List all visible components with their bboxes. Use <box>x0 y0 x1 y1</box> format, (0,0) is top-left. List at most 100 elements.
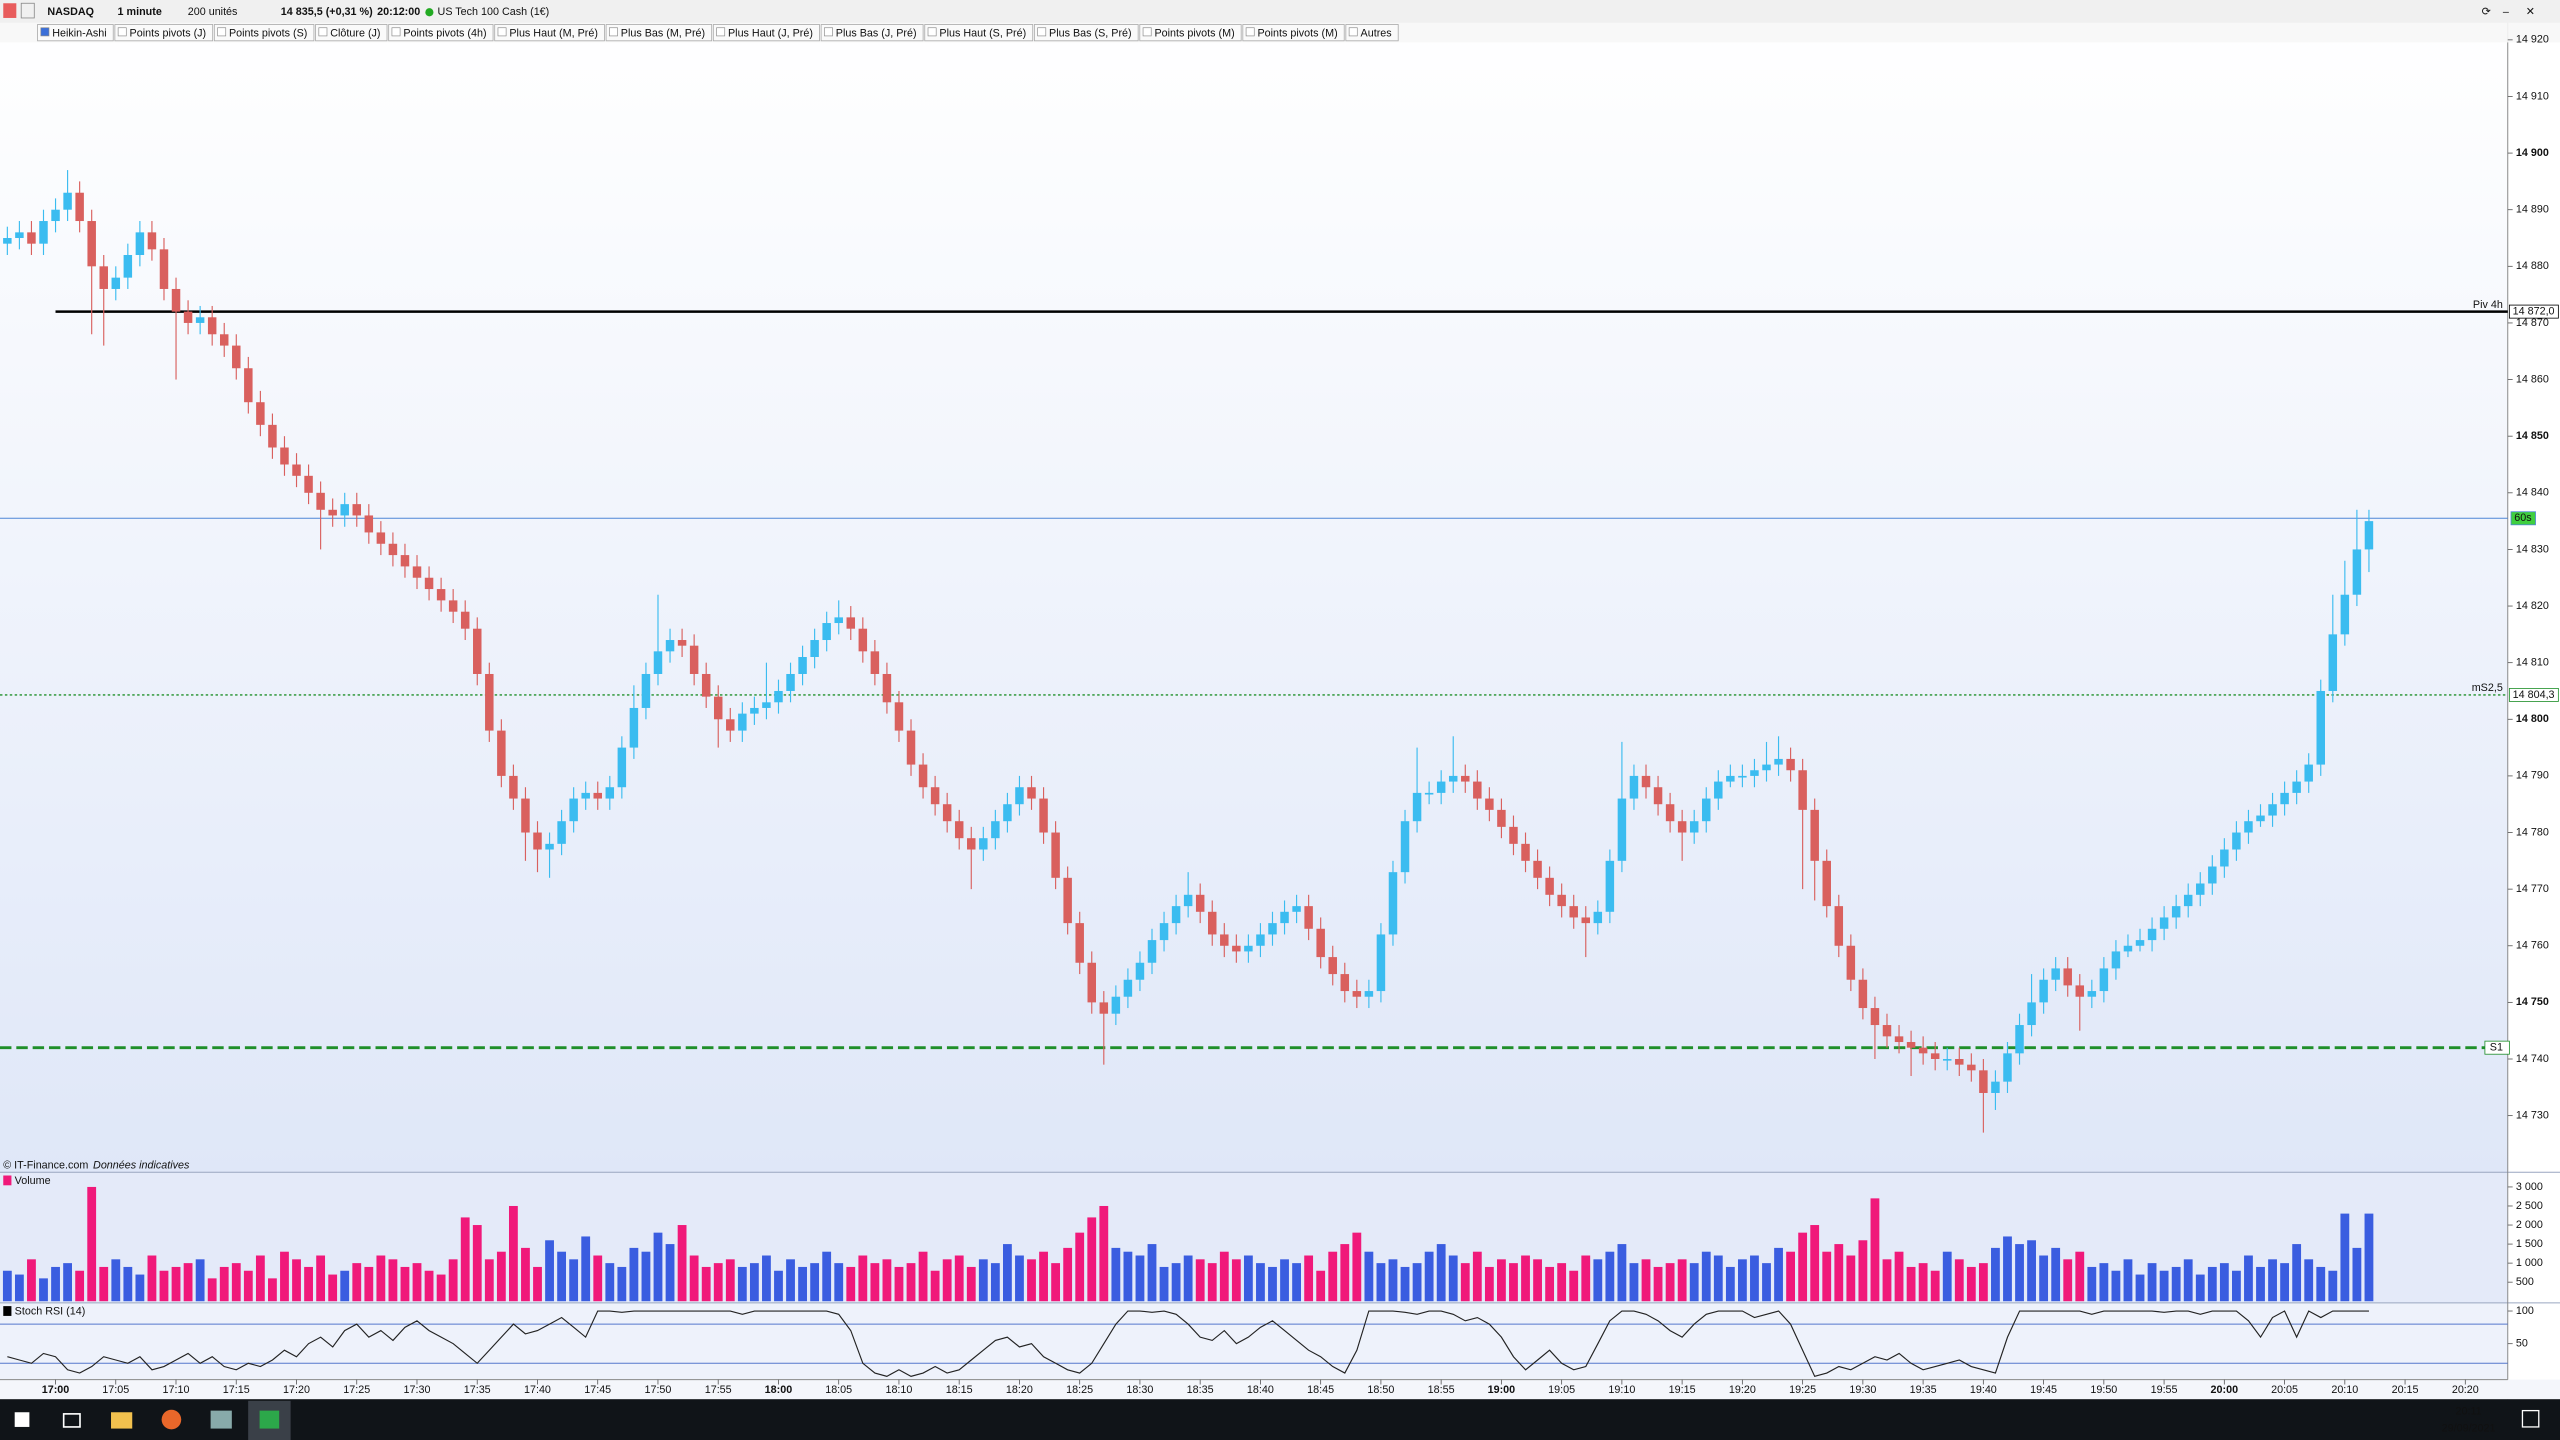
tab-label[interactable]: Heikin-Ashi <box>52 27 106 39</box>
tab[interactable] <box>114 24 214 42</box>
candle-body <box>1533 860 1542 878</box>
tab-label[interactable]: Clôture (J) <box>330 27 380 39</box>
task-view[interactable] <box>62 1413 81 1428</box>
volume-bar <box>1159 1266 1169 1302</box>
tab-label[interactable]: Plus Haut (M, Pré) <box>509 27 598 39</box>
candle-body <box>1111 996 1121 1014</box>
x-tick-label: 17:55 <box>705 1384 732 1396</box>
candle-body <box>1039 798 1048 833</box>
candle-body <box>244 368 253 403</box>
candle-body <box>135 232 145 255</box>
tab-label[interactable]: Plus Haut (J, Pré) <box>728 27 813 39</box>
firefox-icon[interactable] <box>161 1409 182 1430</box>
plot: 14 730 14 740 14 750 14 760 14 770 14 780 14 7… <box>0 34 2559 1396</box>
volume-bar <box>1737 1259 1747 1302</box>
tab-label[interactable]: Points pivots (M) <box>1258 27 1338 39</box>
app-icon[interactable] <box>210 1410 232 1429</box>
tab-label[interactable]: Points pivots (M) <box>1154 27 1234 39</box>
tab[interactable] <box>820 24 924 42</box>
tab[interactable] <box>1242 24 1345 42</box>
tab-label[interactable]: Autres <box>1361 27 1392 39</box>
candle-body <box>2183 894 2193 907</box>
tab[interactable] <box>388 24 494 42</box>
y-tick-label: 14 910 <box>2516 90 2549 102</box>
volume-bar <box>2123 1259 2133 1302</box>
x-tick-label: 18:35 <box>1187 1384 1214 1396</box>
tab-label[interactable]: Points pivots (4h) <box>403 27 486 39</box>
candle-body <box>1400 821 1410 873</box>
candle-body <box>2316 690 2325 765</box>
volume-bar <box>1219 1251 1229 1302</box>
icon[interactable] <box>20 2 35 19</box>
tab[interactable] <box>315 24 388 42</box>
units[interactable]: 200 unités <box>188 6 238 18</box>
candle-body <box>1183 894 1193 907</box>
tab[interactable] <box>213 24 315 42</box>
notifications[interactable] <box>2521 1409 2540 1428</box>
candle-body <box>1135 962 1145 980</box>
candle-body <box>1376 934 1386 992</box>
x-tick-label: 19:40 <box>1970 1384 1997 1396</box>
volume-bar <box>1484 1266 1494 1302</box>
tab-label[interactable]: Plus Bas (S, Pré) <box>1049 27 1132 39</box>
y-tick-label: 14 920 <box>2516 34 2549 46</box>
volume-bar <box>834 1263 844 1302</box>
volume-bar <box>894 1266 904 1302</box>
tab-label[interactable]: Plus Haut (S, Pré) <box>939 27 1026 39</box>
explorer-icon[interactable] <box>111 1412 133 1429</box>
candle-body <box>1509 826 1518 844</box>
volume-bar <box>2352 1247 2362 1302</box>
interval[interactable]: 1 minute <box>118 6 162 18</box>
level-name: Piv 4h <box>2473 299 2503 311</box>
tab[interactable] <box>924 24 1034 42</box>
candle-body <box>979 838 988 850</box>
candle-body <box>219 334 229 346</box>
candle-body <box>1244 945 1253 952</box>
tab-label[interactable]: Points pivots (S) <box>229 27 307 39</box>
refresh-button[interactable]: ⟳ <box>2482 6 2491 18</box>
tab[interactable] <box>1139 24 1242 42</box>
volume-bar <box>1930 1270 1940 1302</box>
tab[interactable] <box>712 24 820 42</box>
volume-bar <box>1894 1251 1904 1302</box>
volume-bar <box>340 1270 350 1302</box>
tab-label[interactable]: Plus Bas (J, Pré) <box>836 27 917 39</box>
tab[interactable] <box>1345 24 1399 42</box>
level-value: 14 872,0 <box>2513 305 2555 317</box>
volume-bar <box>1870 1198 1880 1302</box>
tab[interactable] <box>494 24 605 42</box>
volume-bar <box>2328 1270 2338 1302</box>
tab-label[interactable]: Points pivots (J) <box>130 27 207 39</box>
volume-bar <box>2207 1266 2217 1302</box>
icon[interactable] <box>3 3 17 18</box>
candle-body <box>1653 787 1663 805</box>
start-button[interactable] <box>14 1412 30 1427</box>
candle-body <box>2135 940 2145 946</box>
volume-bar <box>39 1278 48 1302</box>
tab[interactable] <box>1033 24 1139 42</box>
volume-bar <box>2232 1270 2241 1302</box>
candle-body <box>1256 934 1265 946</box>
close-button[interactable]: ✕ <box>2526 6 2535 18</box>
volume-bar <box>1243 1255 1253 1302</box>
credit: © IT-Finance.com <box>3 1160 88 1172</box>
volume-bar <box>1942 1251 1952 1302</box>
volume-bar <box>1557 1263 1567 1302</box>
candle-body <box>2268 804 2277 816</box>
tab[interactable] <box>37 24 114 42</box>
volume-bar <box>1099 1205 1109 1302</box>
tab[interactable] <box>605 24 713 42</box>
candle-body <box>352 504 362 516</box>
volume-bar <box>147 1255 157 1302</box>
minimize-button[interactable]: – <box>2503 6 2509 18</box>
candle-body <box>1075 923 1084 963</box>
candle-body <box>738 713 747 731</box>
symbol[interactable]: NASDAQ <box>47 6 94 18</box>
app-icon[interactable] <box>259 1410 280 1429</box>
candle-body <box>1268 923 1277 935</box>
volume-bar <box>135 1274 145 1302</box>
candle-body <box>858 628 868 652</box>
candle-body <box>123 254 133 278</box>
candle-body <box>1870 1008 1880 1026</box>
tab-label[interactable]: Plus Bas (M, Pré) <box>621 27 705 39</box>
